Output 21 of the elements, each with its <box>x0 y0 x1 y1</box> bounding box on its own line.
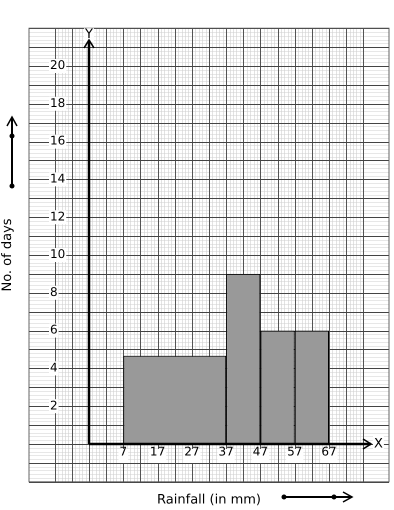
x-tick-label: 37 <box>218 444 234 459</box>
text: X <box>374 436 383 452</box>
x-tick-label: 27 <box>184 444 200 459</box>
x-tick-label: 67 <box>321 444 337 459</box>
y-tick-label: 20 <box>50 58 66 72</box>
y-tick-label: 16 <box>50 134 66 148</box>
x-tick-label: 17 <box>150 444 166 459</box>
x-tick-label: 47 <box>252 444 268 459</box>
y-tick-label: 18 <box>50 96 66 110</box>
annotation: Y <box>84 27 94 42</box>
x-tick-label: 7 <box>119 444 128 459</box>
y-tick-label: 6 <box>50 322 58 337</box>
x-tick-label: 57 <box>287 444 302 459</box>
y-tick-label: 14 <box>50 172 66 186</box>
y-axis-title: No. of days <box>0 218 16 292</box>
y-tick-label: 12 <box>50 209 66 224</box>
y-tick-label: 8 <box>50 284 58 299</box>
x-axis-title: Rainfall (in mm) <box>157 492 261 508</box>
y-tick-label: 10 <box>50 247 66 262</box>
y-tick-label: 2 <box>50 398 58 412</box>
y-tick-label: 4 <box>50 360 58 375</box>
